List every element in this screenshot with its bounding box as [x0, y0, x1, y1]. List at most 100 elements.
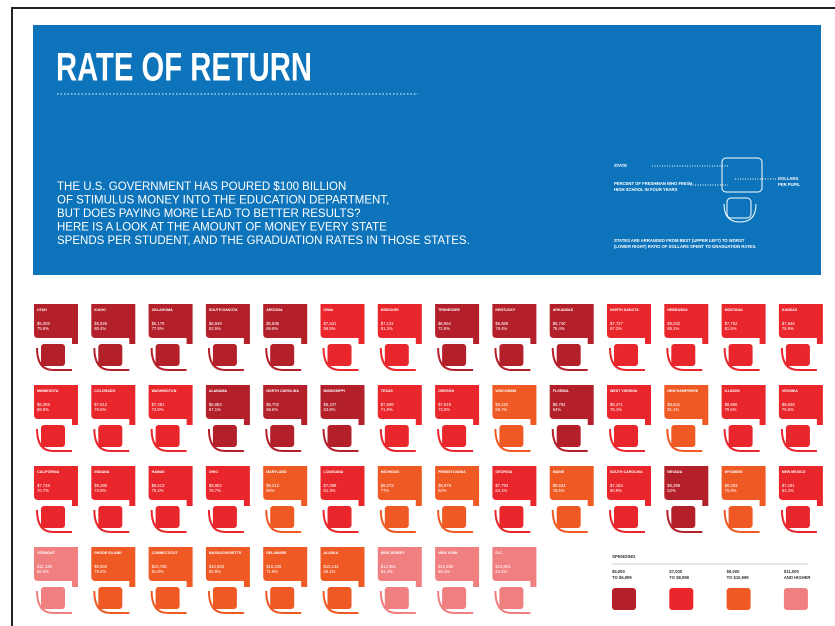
state-graduation: 75.5%: [782, 407, 794, 412]
intro-line: OF STIMULUS MONEY INTO THE EDUCATION DEP…: [57, 195, 389, 207]
state-graduation: 86.7%: [495, 407, 507, 412]
state-name: ILLINOIS: [725, 389, 741, 393]
legend-label: TO $8,999: [669, 575, 689, 580]
state-graduation: 85.1%: [667, 326, 679, 331]
state-spending: $10,228: [266, 564, 282, 569]
state-tile: [91, 304, 136, 344]
state-icon-curve: [666, 428, 703, 452]
state-name: MISSOURI: [381, 308, 399, 312]
state-name: GEORGIA: [495, 470, 512, 474]
state-tile: [148, 547, 193, 587]
state-tile: [721, 304, 766, 344]
state-name: ARKANSAS: [553, 308, 574, 312]
state-icon-curve: [609, 428, 645, 452]
state-tile: [549, 304, 594, 344]
state-graduation: 78.5%: [553, 488, 565, 493]
state-tile: [148, 466, 193, 506]
state-spending: $12,801: [495, 564, 511, 569]
state-tile: [91, 466, 136, 506]
state-icon-curve: [780, 428, 817, 452]
state-icon-body: [614, 344, 638, 366]
state-spending: $6,949: [209, 321, 222, 326]
state-tile: [205, 304, 250, 344]
state-icon-curve: [437, 428, 474, 452]
state-icon-body: [785, 506, 810, 528]
key-text: DOLLARS: [778, 176, 798, 181]
state-name: SOUTH DAKOTA: [209, 308, 238, 312]
state-icon-body: [98, 587, 123, 609]
state-name: INDIANA: [94, 470, 109, 474]
state-icon-curve: [437, 509, 474, 533]
state-name: ARIZONA: [266, 308, 283, 312]
state-tile: [435, 466, 480, 506]
state-name: NEBRASKA: [667, 308, 688, 312]
state-icon-curve: [723, 347, 760, 371]
state-name: LOUISIANA: [324, 470, 344, 474]
state-icon-body: [270, 425, 295, 447]
state-icon-curve: [666, 509, 703, 533]
key-text: STATE: [614, 163, 627, 168]
state-icon-curve: [551, 509, 588, 533]
state-spending: $7,793: [495, 483, 508, 488]
state-icon-body: [384, 506, 409, 528]
state-tile: [263, 385, 308, 425]
state-spending: $7,099: [324, 483, 337, 488]
state-tile: [263, 547, 308, 587]
state-icon-body: [499, 425, 524, 447]
state-name: MASSACHUSETTS: [209, 551, 242, 555]
state-icon-body: [212, 587, 237, 609]
state-name: WASHINGTON: [152, 389, 177, 393]
state-tile: [492, 547, 537, 587]
legend-title: SPENDING: [612, 554, 636, 559]
header-panel: [33, 25, 821, 275]
state-name: SOUTH CAROLINA: [610, 470, 643, 474]
state-name: HAWAII: [152, 470, 165, 474]
state-tile: [205, 547, 250, 587]
state-icon-curve: [666, 347, 703, 371]
state-icon-curve: [780, 509, 817, 533]
state-name: MINNESOTA: [37, 389, 59, 393]
legend-swatch: [612, 588, 636, 610]
state-tile: [721, 385, 766, 425]
state-icon-body: [614, 425, 638, 447]
state-icon-curve: [322, 509, 359, 533]
key: STATE PERCENT OF FRESHMAN WHO FINISHHIGH …: [614, 157, 801, 249]
state-name: WISCONSIN: [495, 389, 516, 393]
state-icon-body: [212, 506, 237, 528]
state-icon-curve: [379, 428, 416, 452]
state-icon-curve: [265, 509, 302, 533]
state-spending: $7,184: [610, 483, 623, 488]
state-tile: [320, 466, 365, 506]
state-tile: [435, 304, 480, 344]
state-graduation: 84.4%: [381, 569, 393, 574]
state-name: NORTH CAROLINA: [266, 389, 299, 393]
state-icon-body: [499, 344, 524, 366]
state-tile: [549, 385, 594, 425]
state-spending: $8,359: [37, 402, 50, 407]
state-icon-curve: [93, 428, 130, 452]
state-icon-body: [384, 344, 409, 366]
state-graduation: 68.6%: [266, 407, 278, 412]
frame: [11, 7, 835, 626]
state-graduation: 86.5%: [37, 407, 49, 412]
state-tile: [778, 466, 823, 506]
key-icon: [726, 197, 752, 219]
state-name: OREGON: [438, 389, 454, 393]
state-icon-body: [41, 425, 65, 447]
state-icon-body: [671, 506, 696, 528]
